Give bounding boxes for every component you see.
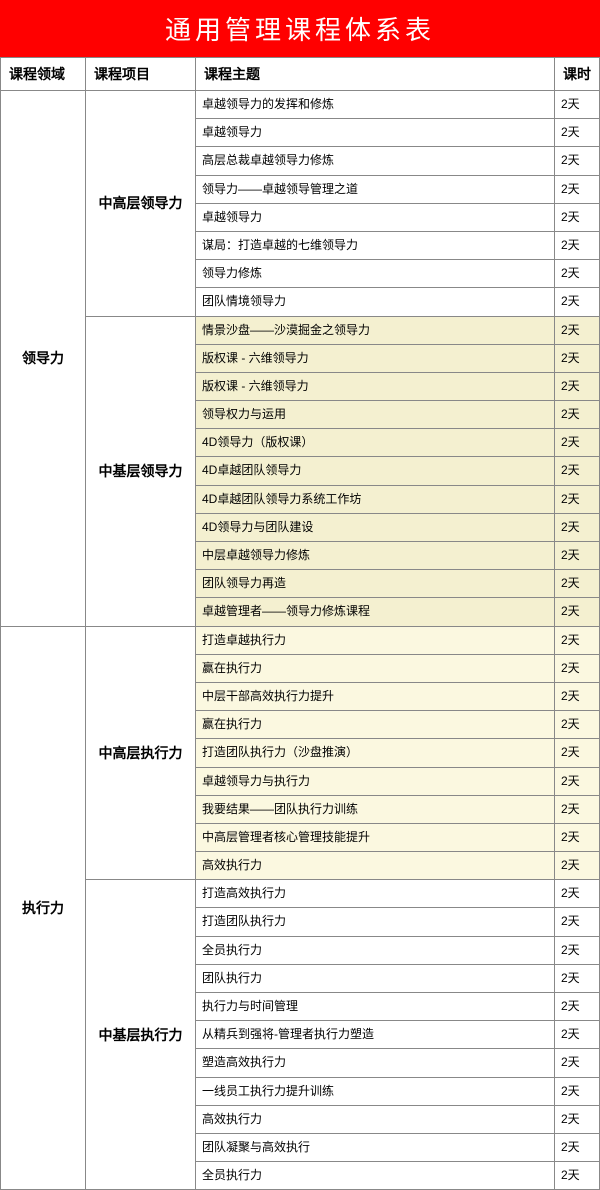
col-domain: 课程领域 (1, 58, 86, 91)
topic-cell: 4D领导力（版权课） (196, 429, 555, 457)
hours-cell: 2天 (555, 936, 600, 964)
project-cell: 中基层执行力 (86, 880, 196, 1190)
course-table: 课程领域 课程项目 课程主题 课时 领导力中高层领导力卓越领导力的发挥和修炼2天… (0, 57, 600, 1190)
topic-cell: 4D卓越团队领导力系统工作坊 (196, 485, 555, 513)
project-cell: 中高层执行力 (86, 626, 196, 880)
hours-cell: 2天 (555, 570, 600, 598)
table-row: 中基层领导力情景沙盘——沙漠掘金之领导力2天 (1, 316, 600, 344)
topic-cell: 卓越领导力 (196, 119, 555, 147)
topic-cell: 4D领导力与团队建设 (196, 513, 555, 541)
hours-cell: 2天 (555, 485, 600, 513)
hours-cell: 2天 (555, 993, 600, 1021)
topic-cell: 中层卓越领导力修炼 (196, 542, 555, 570)
topic-cell: 我要结果——团队执行力训练 (196, 795, 555, 823)
hours-cell: 2天 (555, 739, 600, 767)
table-row: 领导力中高层领导力卓越领导力的发挥和修炼2天 (1, 91, 600, 119)
hours-cell: 2天 (555, 1105, 600, 1133)
topic-cell: 领导力修炼 (196, 260, 555, 288)
hours-cell: 2天 (555, 203, 600, 231)
topic-cell: 全员执行力 (196, 936, 555, 964)
topic-cell: 高效执行力 (196, 852, 555, 880)
domain-cell: 领导力 (1, 91, 86, 627)
topic-cell: 一线员工执行力提升训练 (196, 1077, 555, 1105)
hours-cell: 2天 (555, 344, 600, 372)
topic-cell: 情景沙盘——沙漠掘金之领导力 (196, 316, 555, 344)
hours-cell: 2天 (555, 542, 600, 570)
table-header-row: 课程领域 课程项目 课程主题 课时 (1, 58, 600, 91)
hours-cell: 2天 (555, 626, 600, 654)
hours-cell: 2天 (555, 429, 600, 457)
hours-cell: 2天 (555, 1162, 600, 1190)
hours-cell: 2天 (555, 260, 600, 288)
topic-cell: 卓越领导力与执行力 (196, 767, 555, 795)
topic-cell: 团队情境领导力 (196, 288, 555, 316)
topic-cell: 谋局：打造卓越的七维领导力 (196, 231, 555, 259)
topic-cell: 卓越管理者——领导力修炼课程 (196, 598, 555, 626)
topic-cell: 打造卓越执行力 (196, 626, 555, 654)
hours-cell: 2天 (555, 457, 600, 485)
hours-cell: 2天 (555, 316, 600, 344)
col-project: 课程项目 (86, 58, 196, 91)
hours-cell: 2天 (555, 119, 600, 147)
table-row: 中基层执行力打造高效执行力2天 (1, 880, 600, 908)
topic-cell: 团队领导力再造 (196, 570, 555, 598)
topic-cell: 版权课 - 六维领导力 (196, 372, 555, 400)
hours-cell: 2天 (555, 1049, 600, 1077)
hours-cell: 2天 (555, 795, 600, 823)
hours-cell: 2天 (555, 711, 600, 739)
hours-cell: 2天 (555, 823, 600, 851)
hours-cell: 2天 (555, 175, 600, 203)
hours-cell: 2天 (555, 513, 600, 541)
hours-cell: 2天 (555, 1077, 600, 1105)
topic-cell: 卓越领导力的发挥和修炼 (196, 91, 555, 119)
col-hours: 课时 (555, 58, 600, 91)
hours-cell: 2天 (555, 880, 600, 908)
page-title: 通用管理课程体系表 (0, 0, 600, 57)
topic-cell: 赢在执行力 (196, 711, 555, 739)
topic-cell: 高效执行力 (196, 1105, 555, 1133)
hours-cell: 2天 (555, 767, 600, 795)
topic-cell: 团队凝聚与高效执行 (196, 1133, 555, 1161)
topic-cell: 领导力——卓越领导管理之道 (196, 175, 555, 203)
hours-cell: 2天 (555, 654, 600, 682)
topic-cell: 打造高效执行力 (196, 880, 555, 908)
topic-cell: 赢在执行力 (196, 654, 555, 682)
hours-cell: 2天 (555, 231, 600, 259)
topic-cell: 中高层管理者核心管理技能提升 (196, 823, 555, 851)
hours-cell: 2天 (555, 964, 600, 992)
topic-cell: 打造团队执行力（沙盘推演） (196, 739, 555, 767)
hours-cell: 2天 (555, 372, 600, 400)
topic-cell: 4D卓越团队领导力 (196, 457, 555, 485)
hours-cell: 2天 (555, 1021, 600, 1049)
topic-cell: 全员执行力 (196, 1162, 555, 1190)
topic-cell: 领导权力与运用 (196, 401, 555, 429)
hours-cell: 2天 (555, 288, 600, 316)
hours-cell: 2天 (555, 682, 600, 710)
table-row: 执行力中高层执行力打造卓越执行力2天 (1, 626, 600, 654)
topic-cell: 塑造高效执行力 (196, 1049, 555, 1077)
hours-cell: 2天 (555, 91, 600, 119)
domain-cell: 执行力 (1, 626, 86, 1190)
hours-cell: 2天 (555, 401, 600, 429)
col-topic: 课程主题 (196, 58, 555, 91)
hours-cell: 2天 (555, 908, 600, 936)
topic-cell: 卓越领导力 (196, 203, 555, 231)
topic-cell: 执行力与时间管理 (196, 993, 555, 1021)
project-cell: 中高层领导力 (86, 91, 196, 317)
topic-cell: 中层干部高效执行力提升 (196, 682, 555, 710)
hours-cell: 2天 (555, 598, 600, 626)
topic-cell: 版权课 - 六维领导力 (196, 344, 555, 372)
hours-cell: 2天 (555, 852, 600, 880)
topic-cell: 团队执行力 (196, 964, 555, 992)
topic-cell: 高层总裁卓越领导力修炼 (196, 147, 555, 175)
hours-cell: 2天 (555, 147, 600, 175)
hours-cell: 2天 (555, 1133, 600, 1161)
topic-cell: 打造团队执行力 (196, 908, 555, 936)
topic-cell: 从精兵到强将-管理者执行力塑造 (196, 1021, 555, 1049)
project-cell: 中基层领导力 (86, 316, 196, 626)
